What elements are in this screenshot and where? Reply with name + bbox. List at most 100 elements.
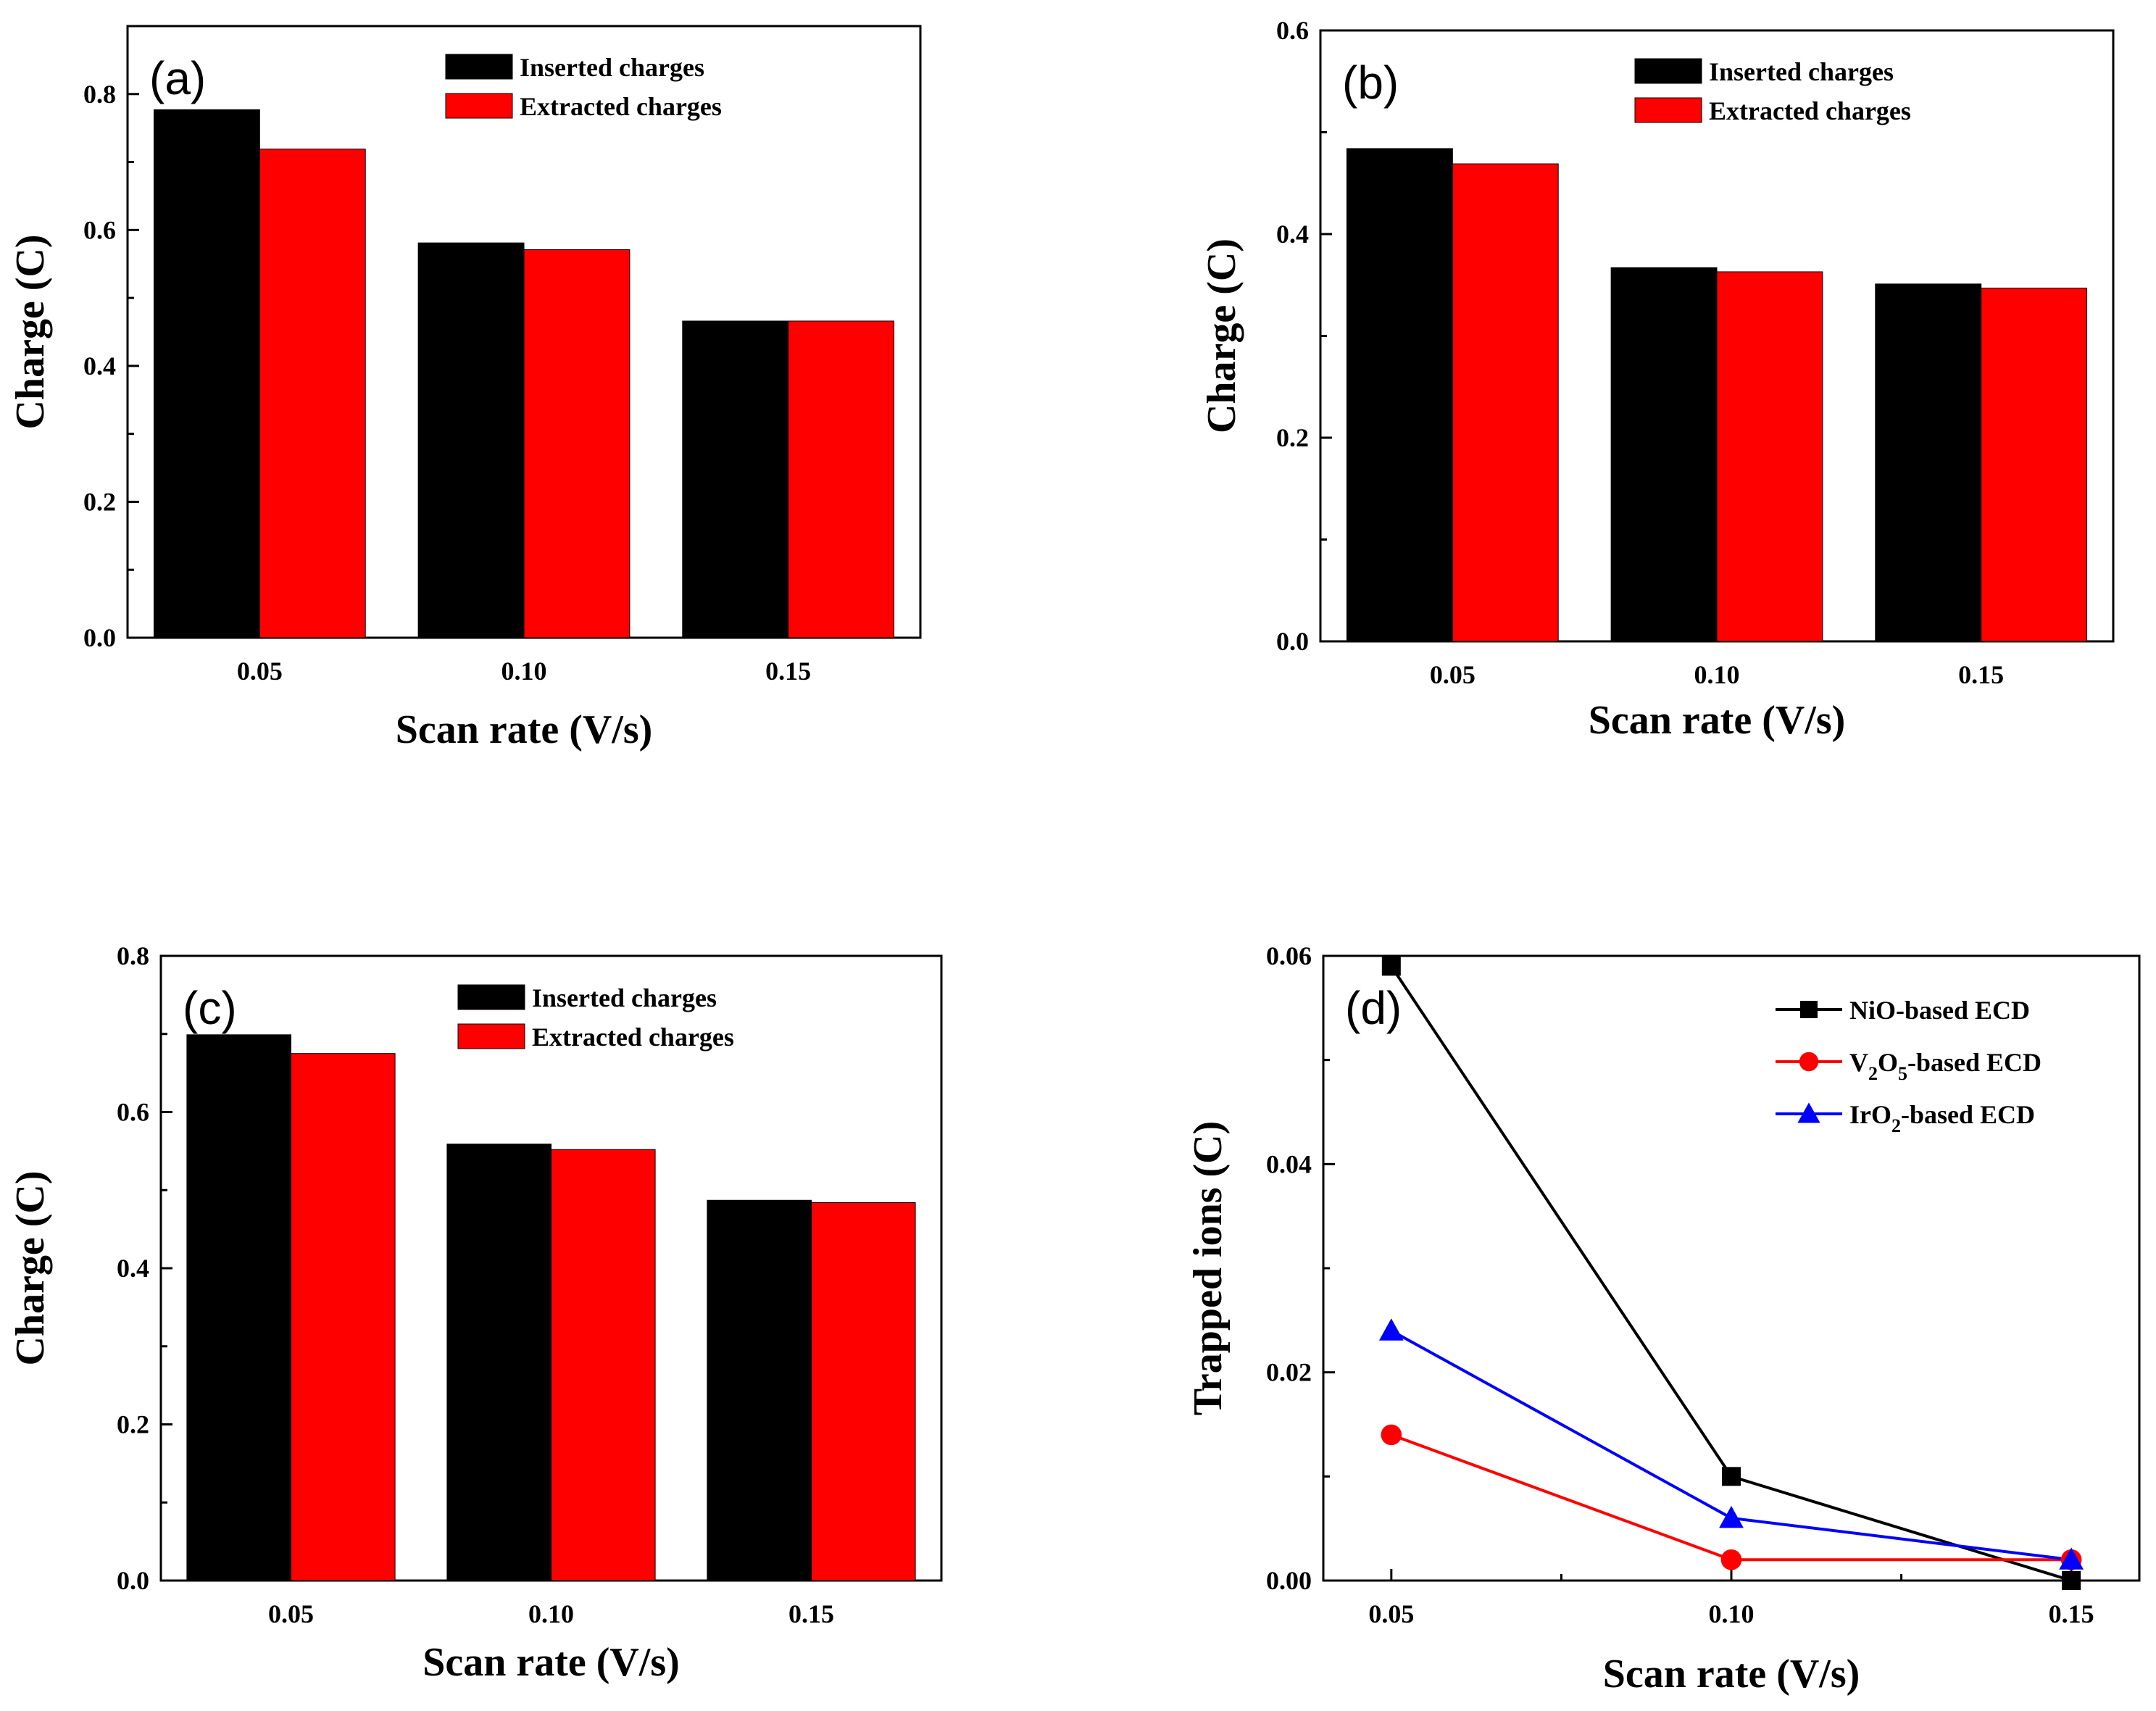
- legend-label: NiO-based ECD: [1849, 996, 2030, 1025]
- bar-inserted: [1346, 148, 1453, 642]
- data-point: [1799, 1052, 1819, 1072]
- y-axis-title: Charge (C): [8, 234, 53, 429]
- y-tick-label: 0.8: [117, 941, 149, 970]
- y-axis-title: Charge (C): [8, 1170, 53, 1365]
- y-tick-label: 0.0: [1276, 627, 1309, 656]
- data-point: [1720, 1549, 1742, 1570]
- legend-swatch: [445, 93, 513, 119]
- bar-inserted: [417, 242, 525, 638]
- legend-label-part: 5: [1898, 1063, 1907, 1084]
- data-point: [1800, 1001, 1818, 1018]
- y-tick-label: 0.06: [1266, 941, 1312, 970]
- y-axis-title: Charge (C): [1199, 238, 1244, 433]
- legend-label-part: NiO-based ECD: [1849, 996, 2030, 1025]
- data-point: [2062, 1571, 2081, 1590]
- bar-inserted: [1610, 267, 1718, 642]
- data-point: [1381, 1424, 1402, 1446]
- y-tick-label: 0.04: [1266, 1149, 1312, 1178]
- panel-d: 0.00 0.02 0.04 0.06 Trapped ions (C) Scan rat…: [1186, 941, 2141, 1697]
- legend-label: Extracted charges: [520, 92, 722, 121]
- y-tick-label: 0.4: [117, 1254, 149, 1283]
- panel-a: 0.0 0.2 0.4 0.6 0.8 Charge (C) Scan rate (V/s)…: [8, 25, 922, 752]
- x-axis-title: Scan rate (V/s): [423, 1640, 680, 1685]
- legend-label-part: 2: [1868, 1063, 1878, 1084]
- x-tick-label: 0.05: [268, 1599, 314, 1628]
- y-tick-label: 0.6: [1276, 16, 1309, 45]
- x-tick-label: 0.15: [2049, 1599, 2094, 1628]
- bar-inserted: [682, 320, 789, 638]
- legend-label: Inserted charges: [520, 53, 704, 82]
- y-tick-label: 0.0: [117, 1566, 149, 1595]
- legend-swatch: [457, 1023, 525, 1049]
- legend-label: Extracted charges: [1709, 96, 1911, 125]
- y-tick-label: 0.2: [117, 1410, 149, 1439]
- legend-label: V2O5-based ECD: [1849, 1048, 2041, 1084]
- x-tick-label: 0.15: [765, 657, 811, 686]
- y-tick-label: 0.2: [83, 487, 116, 516]
- bar-inserted: [1875, 283, 1982, 642]
- data-point: [1378, 1318, 1404, 1341]
- bar-extracted: [291, 1053, 396, 1581]
- panel-b: 0.0 0.2 0.4 0.6 Charge (C) Scan rate (V/s) 0.0…: [1199, 16, 2115, 743]
- legend-swatch: [445, 54, 513, 80]
- y-tick-label: 0.2: [1276, 423, 1309, 452]
- x-tick-label: 0.05: [1368, 1599, 1414, 1628]
- bar-inserted: [446, 1144, 552, 1581]
- series-line-1: [1391, 1433, 2072, 1562]
- x-tick-label: 0.05: [1430, 660, 1476, 689]
- y-tick-label: 0.4: [83, 351, 116, 380]
- legend-label-part: 2: [1891, 1115, 1901, 1136]
- legend-label: Extracted charges: [532, 1023, 734, 1052]
- panel-label: (b): [1342, 57, 1399, 109]
- legend-label-part: IrO: [1849, 1100, 1891, 1129]
- legend-label-part: V: [1849, 1048, 1868, 1077]
- legend-swatch: [1634, 58, 1702, 84]
- bar-extracted: [811, 1202, 916, 1581]
- x-tick-label: 0.15: [788, 1599, 834, 1628]
- data-point: [1381, 957, 1401, 976]
- legend-label: Inserted charges: [532, 983, 717, 1012]
- bar-extracted: [1452, 163, 1559, 642]
- data-point: [1797, 1102, 1820, 1123]
- x-axis-title: Scan rate (V/s): [1603, 1652, 1860, 1697]
- y-tick-label: 0.0: [83, 623, 116, 652]
- y-tick-label: 0.6: [83, 215, 116, 244]
- legend-label-part: -based ECD: [1901, 1100, 2035, 1129]
- legend-label: IrO2-based ECD: [1849, 1100, 2035, 1136]
- x-tick-label: 0.10: [1694, 660, 1740, 689]
- bar-extracted: [1981, 287, 2088, 642]
- panel-label: (c): [183, 982, 237, 1034]
- y-axis-title: Trapped ions (C): [1186, 1121, 1231, 1416]
- y-tick-label: 0.6: [117, 1098, 149, 1127]
- panel-label: (a): [149, 52, 206, 104]
- bar-inserted: [186, 1034, 291, 1581]
- panel-label: (d): [1345, 982, 1402, 1034]
- x-axis-title: Scan rate (V/s): [1589, 698, 1846, 743]
- bar-extracted: [259, 149, 366, 638]
- x-tick-label: 0.10: [1709, 1599, 1755, 1628]
- x-axis-title: Scan rate (V/s): [396, 707, 653, 752]
- legend-swatch: [457, 984, 525, 1010]
- x-tick-label: 0.15: [1958, 660, 2004, 689]
- bar-inserted: [707, 1199, 812, 1581]
- y-tick-label: 0.02: [1266, 1358, 1312, 1387]
- y-tick-label: 0.00: [1266, 1566, 1312, 1595]
- y-tick-label: 0.4: [1276, 220, 1309, 249]
- y-tick-label: 0.8: [83, 80, 116, 109]
- bar-extracted: [551, 1149, 656, 1581]
- legend-swatch: [1634, 97, 1702, 123]
- bar-extracted: [523, 249, 630, 638]
- x-tick-label: 0.10: [528, 1599, 574, 1628]
- x-tick-label: 0.05: [237, 657, 283, 686]
- data-point: [2059, 1547, 2084, 1570]
- legend-label: Inserted charges: [1709, 57, 1894, 86]
- bar-inserted: [153, 109, 260, 638]
- panel-c: 0.0 0.2 0.4 0.6 0.8 Charge (C) Scan rate (V/s)…: [8, 941, 943, 1685]
- bar-extracted: [788, 320, 895, 638]
- bar-extracted: [1716, 271, 1823, 642]
- x-tick-label: 0.10: [501, 657, 547, 686]
- legend-label-part: O: [1878, 1048, 1898, 1077]
- legend-label-part: -based ECD: [1907, 1048, 2041, 1077]
- data-point: [1722, 1467, 1741, 1486]
